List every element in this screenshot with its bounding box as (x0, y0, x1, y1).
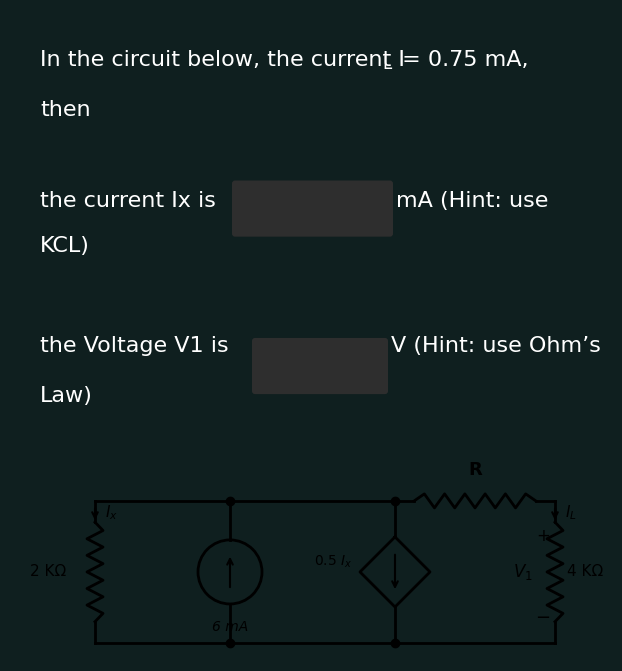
Text: the current Ix is: the current Ix is (40, 191, 216, 211)
Text: $V_1$: $V_1$ (513, 562, 533, 582)
Text: Law): Law) (40, 386, 93, 406)
Text: KCL): KCL) (40, 236, 90, 256)
Text: L: L (382, 55, 391, 73)
Text: = 0.75 mA,: = 0.75 mA, (395, 50, 529, 70)
Text: the Voltage V1 is: the Voltage V1 is (40, 336, 229, 356)
Text: $I_x$: $I_x$ (105, 503, 118, 522)
Text: 4 KΩ: 4 KΩ (567, 564, 603, 580)
FancyBboxPatch shape (252, 338, 388, 394)
Text: then: then (40, 100, 91, 120)
Text: 6 mA: 6 mA (212, 620, 248, 634)
Text: 2 KΩ: 2 KΩ (30, 564, 67, 580)
FancyBboxPatch shape (232, 180, 393, 237)
Text: $0.5\ I_x$: $0.5\ I_x$ (315, 554, 353, 570)
Text: +: + (536, 527, 550, 545)
Text: In the circuit below, the current I: In the circuit below, the current I (40, 50, 405, 70)
Text: −: − (536, 609, 550, 627)
Text: R: R (468, 461, 482, 479)
Text: $I_L$: $I_L$ (565, 503, 577, 522)
Text: V (Hint: use Ohm’s: V (Hint: use Ohm’s (391, 336, 601, 356)
Text: mA (Hint: use: mA (Hint: use (396, 191, 549, 211)
